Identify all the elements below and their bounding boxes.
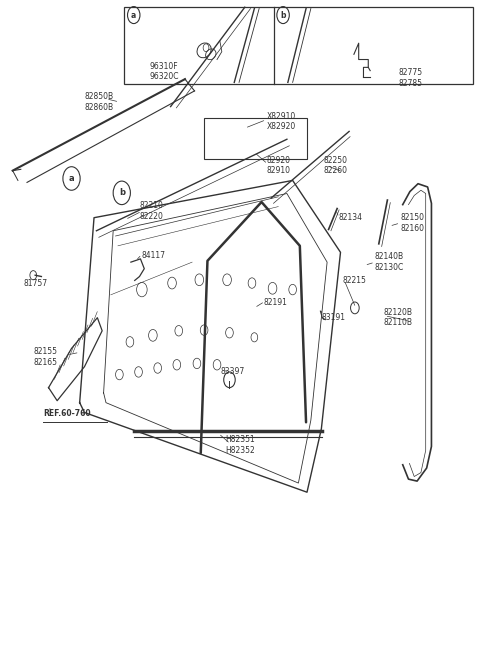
Text: a: a bbox=[69, 174, 74, 183]
Text: 82250
82260: 82250 82260 bbox=[324, 156, 348, 175]
Text: 82150
82160: 82150 82160 bbox=[400, 214, 424, 233]
Text: 82191: 82191 bbox=[264, 298, 288, 307]
Text: 96310F
96320C: 96310F 96320C bbox=[149, 62, 179, 81]
Text: 81757: 81757 bbox=[24, 278, 48, 288]
Text: b: b bbox=[119, 189, 125, 197]
Text: 82850B
82860B: 82850B 82860B bbox=[84, 92, 114, 112]
Text: H82351
H82352: H82351 H82352 bbox=[226, 436, 255, 455]
Text: REF.60-760: REF.60-760 bbox=[43, 409, 90, 419]
Text: X82910
X82920: X82910 X82920 bbox=[266, 112, 296, 131]
Text: 82215: 82215 bbox=[343, 276, 367, 285]
Text: 82134: 82134 bbox=[338, 213, 362, 222]
Text: 84117: 84117 bbox=[142, 251, 166, 260]
Text: 82155
82165: 82155 82165 bbox=[33, 347, 57, 367]
Text: 83397: 83397 bbox=[221, 367, 245, 377]
Text: 83191: 83191 bbox=[322, 313, 346, 322]
Bar bbox=[204, 119, 307, 159]
Text: a: a bbox=[131, 10, 136, 20]
Bar bbox=[124, 7, 473, 84]
Text: 82210
82220: 82210 82220 bbox=[140, 202, 163, 221]
Text: 82120B
82110B: 82120B 82110B bbox=[384, 308, 413, 328]
Text: b: b bbox=[280, 10, 286, 20]
Text: 82920
82910: 82920 82910 bbox=[266, 156, 290, 175]
Text: 82140B
82130C: 82140B 82130C bbox=[374, 252, 403, 272]
Text: 82775
82785: 82775 82785 bbox=[399, 68, 423, 88]
